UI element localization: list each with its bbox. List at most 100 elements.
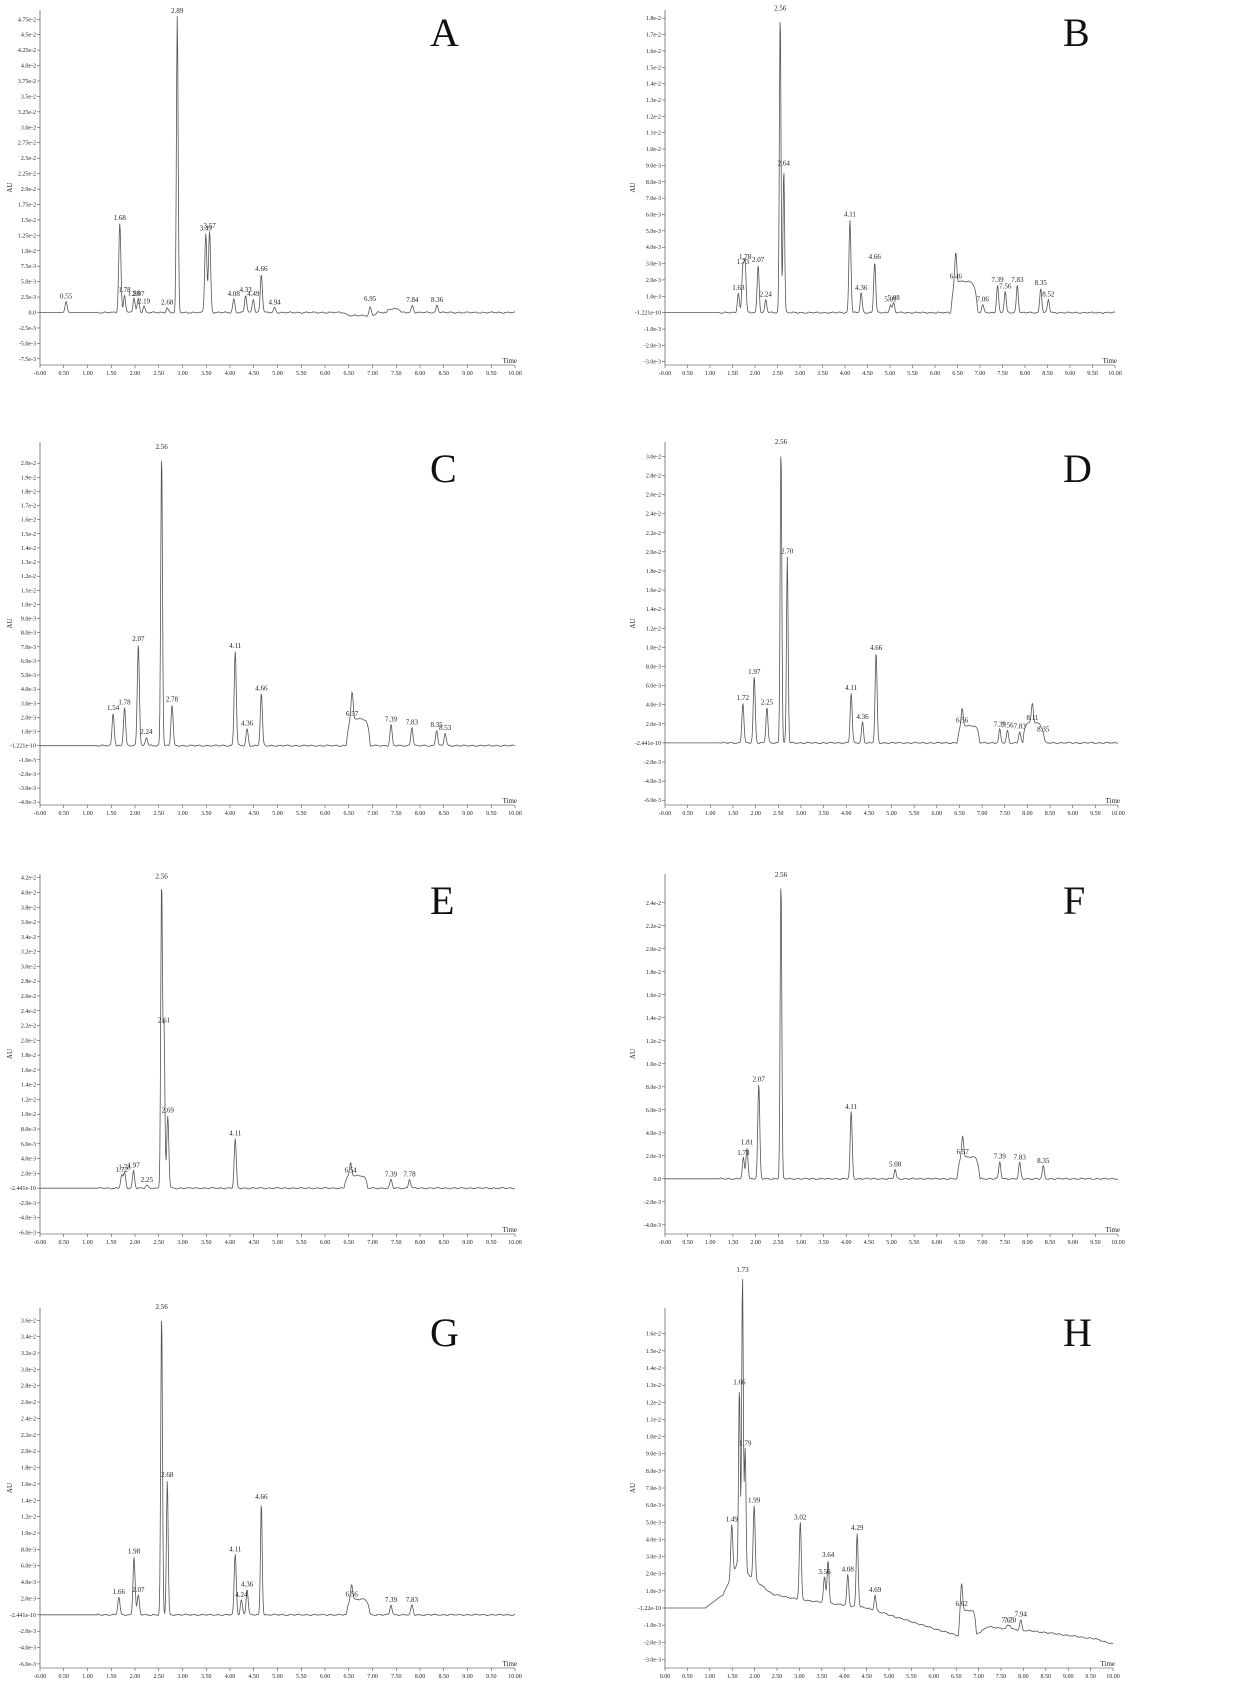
peak-label: 7.94 xyxy=(1015,1611,1028,1619)
y-tick-label: 1.2e-2 xyxy=(646,626,661,632)
y-tick-label: -2.0e-3 xyxy=(644,1200,661,1206)
peak-label: 2.56 xyxy=(155,443,168,451)
x-tick-label: 5.50 xyxy=(909,811,920,817)
y-tick-label: 1.6e-2 xyxy=(21,518,36,524)
y-tick-label: 8.0e-3 xyxy=(21,1547,36,1553)
y-tick-label: 1.3e-2 xyxy=(646,98,661,104)
panel-letter: B xyxy=(1063,10,1090,55)
y-tick-label: -6.0e-3 xyxy=(19,1231,36,1237)
x-tick-label: 8.50 xyxy=(1041,1674,1052,1680)
x-tick-label: 2.00 xyxy=(130,371,141,377)
y-tick-label: 1.3e-2 xyxy=(21,560,36,566)
x-tick-label: 2.00 xyxy=(130,1674,141,1680)
peak-label: 6.54 xyxy=(345,1167,358,1175)
y-tick-label: 1.8e-2 xyxy=(21,1053,36,1059)
peak-label: 4.08 xyxy=(842,1566,855,1574)
y-tick-label: 6.0e-3 xyxy=(646,684,661,690)
panel-letter: C xyxy=(430,446,457,491)
y-tick-label: -2.441e-10 xyxy=(10,1613,36,1619)
peak-label: 8.36 xyxy=(431,296,444,304)
y-tick-label: -4.0e-3 xyxy=(19,1646,36,1652)
panel-letter: A xyxy=(430,10,459,55)
x-tick-label: 4.00 xyxy=(840,371,851,377)
peak-label: 2.07 xyxy=(132,290,145,298)
y-tick-label: 1.2e-2 xyxy=(646,114,661,120)
x-tick-label: 7.00 xyxy=(975,371,986,377)
y-tick-label: 6.0e-3 xyxy=(646,1108,661,1114)
x-axis-label: Time xyxy=(502,797,517,805)
x-tick-label: 4.50 xyxy=(864,811,875,817)
x-axis-label: Time xyxy=(502,1226,517,1234)
x-axis-label: Time xyxy=(502,357,517,365)
y-tick-label: 1.2e-2 xyxy=(21,574,36,580)
y-tick-label: 7.5e-3 xyxy=(21,264,36,270)
x-axis-label: Time xyxy=(1102,357,1117,365)
y-tick-label: 1.5e-2 xyxy=(646,65,661,71)
x-tick-label: 6.00 xyxy=(320,1240,331,1246)
y-tick-label: 3.2e-2 xyxy=(21,1351,36,1357)
x-tick-label: 3.50 xyxy=(817,371,828,377)
x-tick-label: 1.00 xyxy=(82,371,93,377)
x-tick-label: 1.00 xyxy=(82,1240,93,1246)
peak-label: 4.08 xyxy=(228,290,241,298)
y-tick-label: 6.0e-3 xyxy=(646,1503,661,1509)
x-tick-label: 9.00 xyxy=(462,371,473,377)
peak-label: 8.35 xyxy=(1037,725,1050,733)
x-tick-label: 3.00 xyxy=(177,811,188,817)
x-tick-label: 6.50 xyxy=(951,1674,962,1680)
peak-label: 3.56 xyxy=(818,1568,831,1576)
x-tick-label: 6.50 xyxy=(952,371,963,377)
y-tick-label: 2.75e-2 xyxy=(18,141,36,147)
peak-label: 1.49 xyxy=(726,1515,739,1523)
peak-label: 1.97 xyxy=(127,1161,140,1169)
y-tick-label: 9.0e-3 xyxy=(21,617,36,623)
x-tick-label: 10.00 xyxy=(1106,1674,1120,1680)
peak-label: 7.56 xyxy=(1001,721,1014,729)
peak-label: 1.73 xyxy=(737,1149,750,1157)
x-tick-label: 6.00 xyxy=(930,371,941,377)
y-tick-label: 1.4e-2 xyxy=(21,1083,36,1089)
y-tick-label: 8.0e-3 xyxy=(646,1469,661,1475)
x-axis-label: Time xyxy=(1105,1226,1120,1234)
x-tick-label: 10.00 xyxy=(508,371,522,377)
peak-label: 1.72 xyxy=(116,1166,129,1174)
peak-label: 1.97 xyxy=(748,668,761,676)
y-tick-label: -2.0e-3 xyxy=(19,1629,36,1635)
x-tick-label: 0.00 xyxy=(660,1674,671,1680)
peak-label: 4.33 xyxy=(240,286,253,294)
chromatogram-trace xyxy=(40,889,516,1190)
x-tick-label: 8.00 xyxy=(415,1240,426,1246)
x-tick-label: 2.00 xyxy=(130,1240,141,1246)
y-tick-label: 1.4e-2 xyxy=(646,1366,661,1372)
y-tick-label: 1.4e-2 xyxy=(21,546,36,552)
peak-label: 1.73 xyxy=(737,258,750,266)
y-axis-label: AU xyxy=(6,1049,14,1059)
x-tick-label: 5.00 xyxy=(272,371,283,377)
x-axis-label: Time xyxy=(502,1660,517,1668)
chromatogram-panel-c: 2.0e-2 1.9e-2 1.8e-2 1.7e-2 1.6e-2 1.5e-2 1.4e… xyxy=(6,442,522,817)
peak-label: 4.66 xyxy=(870,644,883,652)
y-tick-label: 2.4e-2 xyxy=(646,901,661,907)
peak-label: 4.94 xyxy=(269,299,282,307)
y-tick-label: 1.6e-2 xyxy=(21,1482,36,1488)
panel-letter: H xyxy=(1063,1310,1092,1355)
x-tick-label: 4.00 xyxy=(841,1240,852,1246)
x-tick-label: 2.50 xyxy=(772,371,783,377)
peak-label: 6.57 xyxy=(346,710,359,718)
y-tick-label: 1.5e-2 xyxy=(21,532,36,538)
y-tick-label: 4.0e-2 xyxy=(21,890,36,896)
peak-label: 5.08 xyxy=(887,294,900,302)
y-axis-label: AU xyxy=(6,618,14,628)
y-tick-label: 2.8e-2 xyxy=(21,979,36,985)
x-tick-label: 5.00 xyxy=(886,1240,897,1246)
peak-label: 4.11 xyxy=(229,642,241,650)
y-tick-label: 6.0e-3 xyxy=(21,659,36,665)
y-tick-label: 2.5e-2 xyxy=(21,156,36,162)
y-tick-label: 1.1e-2 xyxy=(646,1417,661,1423)
y-tick-label: 2.0e-2 xyxy=(646,947,661,953)
y-tick-label: 3.0e-2 xyxy=(21,125,36,131)
y-tick-label: -1.221e-10 xyxy=(635,311,661,317)
peak-label: 8.35 xyxy=(1037,1157,1050,1165)
peak-label: 3.49 xyxy=(200,224,213,232)
peak-label: 2.56 xyxy=(155,872,168,880)
